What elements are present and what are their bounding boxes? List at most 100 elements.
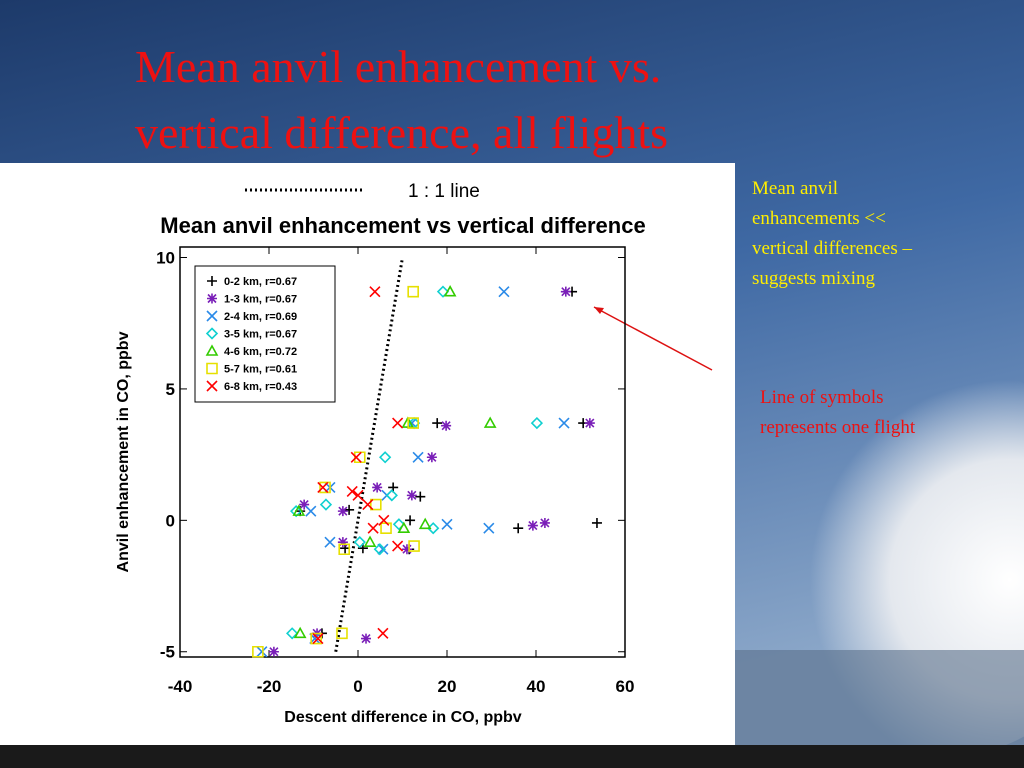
marker — [405, 515, 416, 526]
marker — [392, 540, 404, 552]
marker — [367, 522, 379, 534]
marker — [286, 627, 299, 640]
x-tick-label: 40 — [527, 677, 546, 696]
marker — [361, 633, 372, 644]
slide-title: vertical difference, all flights — [135, 107, 668, 158]
y-tick-label: 0 — [166, 511, 175, 530]
marker — [305, 505, 317, 517]
marker — [299, 499, 310, 510]
plot-frame — [179, 246, 626, 658]
marker — [426, 452, 437, 463]
legend — [194, 265, 336, 403]
marker — [344, 504, 355, 515]
marker — [539, 517, 550, 528]
marker — [418, 517, 432, 530]
marker — [397, 521, 411, 534]
legend-label: 0-2 km, r=0.67 — [224, 276, 297, 288]
legend-label: 5-7 km, r=0.61 — [224, 364, 297, 376]
note: Line of symbols — [760, 387, 884, 408]
marker — [377, 543, 389, 555]
marker — [558, 417, 570, 429]
marker — [412, 451, 424, 463]
marker — [441, 518, 453, 530]
x-tick-label: 0 — [353, 677, 362, 696]
legend-marker — [205, 327, 219, 340]
marker — [290, 505, 303, 518]
legend-label: 1-3 km, r=0.67 — [224, 294, 297, 306]
y-axis-label: Anvil enhancement in CO, ppbv — [115, 331, 132, 572]
slide-title: Mean anvil enhancement vs. — [135, 41, 661, 92]
legend-marker — [207, 293, 217, 304]
marker — [407, 285, 419, 298]
one-to-one-line — [334, 257, 404, 652]
legend-marker — [205, 344, 219, 356]
marker — [363, 535, 377, 547]
marker — [443, 285, 457, 297]
marker — [560, 286, 571, 297]
chart-title: Mean anvil enhancement vs vertical diffe… — [160, 213, 645, 238]
marker — [353, 536, 366, 549]
arrow-head — [594, 307, 604, 314]
marker — [483, 416, 497, 428]
marker — [337, 537, 348, 548]
legend-label: 4-6 km, r=0.72 — [224, 346, 297, 358]
legend-marker — [207, 276, 217, 286]
note: enhancements << — [752, 208, 886, 229]
marker — [336, 627, 348, 640]
marker — [324, 536, 336, 548]
marker — [385, 489, 398, 502]
note: Mean anvil — [752, 178, 838, 199]
x-tick-label: -20 — [257, 677, 282, 696]
arrow — [593, 306, 713, 371]
marker — [379, 451, 392, 464]
marker — [407, 417, 419, 429]
marker — [352, 489, 364, 501]
marker — [256, 646, 268, 658]
marker — [370, 498, 382, 511]
x-tick-label: 60 — [616, 677, 635, 696]
x-tick-label: -40 — [168, 677, 193, 696]
x-axis-label: Descent difference in CO, ppbv — [284, 709, 521, 726]
marker — [401, 544, 412, 555]
y-tick-label: 10 — [156, 249, 175, 268]
legend-marker — [206, 362, 218, 375]
marker — [584, 418, 595, 429]
marker — [415, 491, 426, 502]
marker — [408, 540, 420, 552]
marker — [292, 504, 306, 516]
marker — [513, 523, 524, 534]
marker — [310, 632, 322, 645]
marker — [498, 286, 510, 298]
note: suggests mixing — [752, 268, 875, 289]
marker — [378, 514, 390, 526]
marker — [441, 420, 452, 431]
marker — [373, 543, 386, 556]
marker — [346, 485, 358, 497]
reference-legend-label: 1 : 1 line — [408, 181, 480, 202]
ground-dark — [0, 745, 1024, 768]
marker — [377, 627, 389, 639]
x-tick-label: 20 — [438, 677, 457, 696]
legend-marker — [206, 380, 218, 392]
marker — [312, 633, 324, 645]
marker — [527, 520, 538, 531]
marker — [319, 498, 333, 511]
marker — [293, 626, 307, 639]
note: represents one flight — [760, 417, 916, 438]
marker — [268, 646, 279, 657]
marker — [252, 645, 264, 658]
marker — [317, 481, 329, 494]
marker — [337, 506, 348, 517]
marker — [369, 286, 381, 298]
marker — [436, 285, 450, 298]
marker — [432, 418, 443, 429]
marker — [483, 522, 495, 534]
marker — [392, 417, 404, 429]
marker — [392, 518, 406, 531]
marker — [530, 416, 544, 430]
marker — [591, 517, 602, 528]
legend-marker — [206, 310, 218, 322]
legend-label: 3-5 km, r=0.67 — [224, 329, 297, 341]
marker — [362, 498, 374, 511]
